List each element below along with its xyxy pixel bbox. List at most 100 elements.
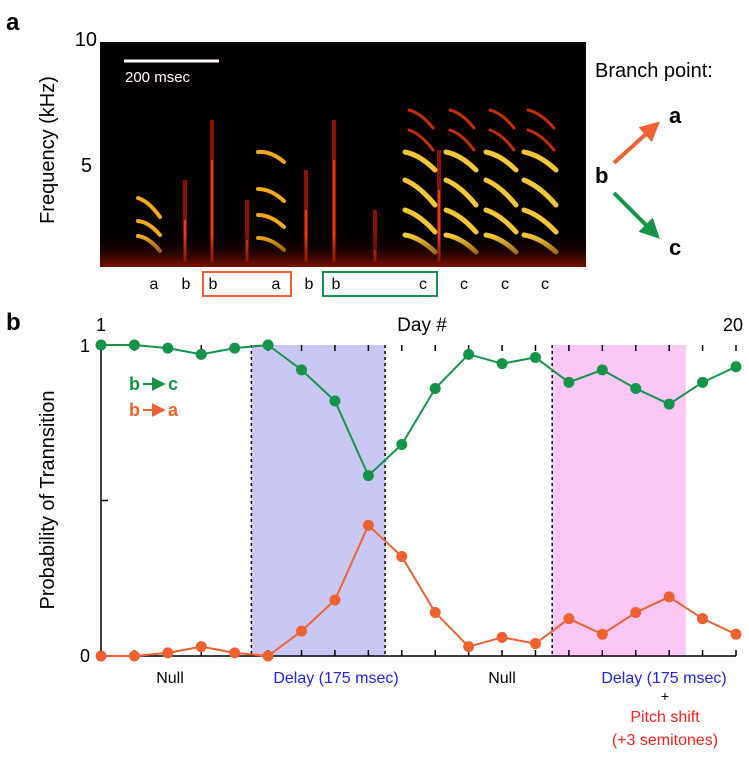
condition-labels: Null Delay (175 msec) Null Delay (175 ms… [156,670,726,749]
series-point-b-to-c [95,339,107,351]
series-point-b-to-a [429,606,441,618]
spectrogram-harmonic [488,108,516,130]
series-point-b-to-c [596,364,608,376]
syllable-label: c [541,276,549,293]
series-point-b-to-c [128,339,140,351]
spectrogram-click [245,200,249,262]
spectrogram-harmonic [136,196,162,219]
series-point-b-to-c [529,351,541,363]
spectrogram-click-core [438,190,440,262]
series-point-b-to-a [496,631,508,643]
spectrogram-harmonic [443,149,479,173]
panel-a-label: a [6,9,20,36]
series-point-b-to-a [329,594,341,606]
spectrogram-ylabel: Frequency (kHz) [37,76,59,224]
spectrogram-harmonic [448,128,476,152]
spectrogram-harmonic [443,177,479,208]
branch-node-b: b [595,163,608,188]
spectrogram-harmonic [402,207,438,235]
syllable-label: b [209,276,218,293]
y-axis-title: Probability of Trannsition [37,390,59,609]
series-point-b-to-a [362,519,374,531]
syllable-label: c [501,276,509,293]
series-point-b-to-c [162,342,174,354]
series-point-b-to-c [730,361,742,373]
series-point-b-to-a [95,650,107,662]
spectrogram-harmonic [136,219,162,237]
syllable-label: b [182,276,191,293]
branch-node-c: c [669,235,681,260]
spectrogram-harmonic [483,177,519,208]
syllable-label: c [419,276,427,293]
highlight-box-bc [322,271,438,297]
spectrogram-click-core [333,160,335,262]
syllable-label: a [272,276,281,293]
series-point-b-to-c [362,470,374,482]
branch-title: Branch point: [595,60,713,82]
spectrogram-background [100,42,586,267]
day-first: 1 [96,315,106,335]
spectrogram-harmonic [256,187,286,203]
series-point-b-to-c [496,358,508,370]
spectrogram-harmonic [521,177,559,208]
branch-arrow-to-c [612,191,660,239]
spectrogram-harmonic [526,128,556,152]
spectrogram [100,42,586,267]
condition-pitch: Pitch shift [630,709,700,726]
legend-ba-to: a [168,400,179,420]
series-point-b-to-c [697,376,709,388]
spectrogram-harmonic [483,207,519,235]
series-point-b-to-c [463,348,475,360]
series-point-b-to-a [596,628,608,640]
panel-b-label: b [6,309,21,336]
condition-plus: + [661,688,669,704]
series-point-b-to-a [697,613,709,625]
condition-delay-1: Delay (175 msec) [273,670,398,687]
series-point-b-to-c [329,395,341,407]
branch-node-a: a [669,103,682,128]
series-point-b-to-a [663,591,675,603]
spectrogram-harmonic [448,108,476,130]
series-point-b-to-c [563,376,575,388]
scalebar-label: 200 msec [125,69,191,86]
legend-bc-to: c [168,374,178,394]
series-point-b-to-c [229,342,241,354]
spectrogram-harmonic [443,207,479,235]
spectrogram-harmonic [483,149,519,173]
syllable-label: a [150,276,159,293]
spectrogram-harmonic [402,177,438,208]
spectrogram-harmonic [256,213,286,229]
day-last: 20 [723,315,743,335]
series-point-b-to-a [229,647,241,659]
spectrogram-harmonic [521,149,559,173]
condition-shaded-region [552,345,686,656]
series-point-b-to-a [262,650,274,662]
series-point-b-to-a [563,613,575,625]
syllable-label: b [332,276,341,293]
spectrogram-harmonic [256,149,286,164]
series-line-b-to-a [101,523,737,658]
legend: b c b a [129,374,179,420]
series-point-b-to-c [262,339,274,351]
series-point-b-to-a [195,641,207,653]
condition-null-1: Null [156,670,184,687]
legend-ba-from: b [129,400,140,420]
spectrogram-harmonic [407,128,435,152]
series-point-b-to-a [162,647,174,659]
series-point-b-to-a [396,550,408,562]
series-point-b-to-a [730,628,742,640]
series-line-b-to-c [101,343,737,478]
series-point-b-to-c [296,364,308,376]
condition-null-2: Null [488,670,516,687]
series-point-b-to-a [529,638,541,650]
spectrogram-noise-floor [100,236,586,267]
spectrogram-harmonic [407,108,435,130]
x-axis-title: Day # [397,315,447,336]
ytick-10: 10 [75,29,97,51]
series-point-b-to-c [663,398,675,410]
ytick-label-1: 1 [80,336,90,356]
series-point-b-to-a [630,606,642,618]
highlight-box-ba [202,271,292,297]
series-point-b-to-a [463,641,475,653]
syllable-label: c [460,276,468,293]
